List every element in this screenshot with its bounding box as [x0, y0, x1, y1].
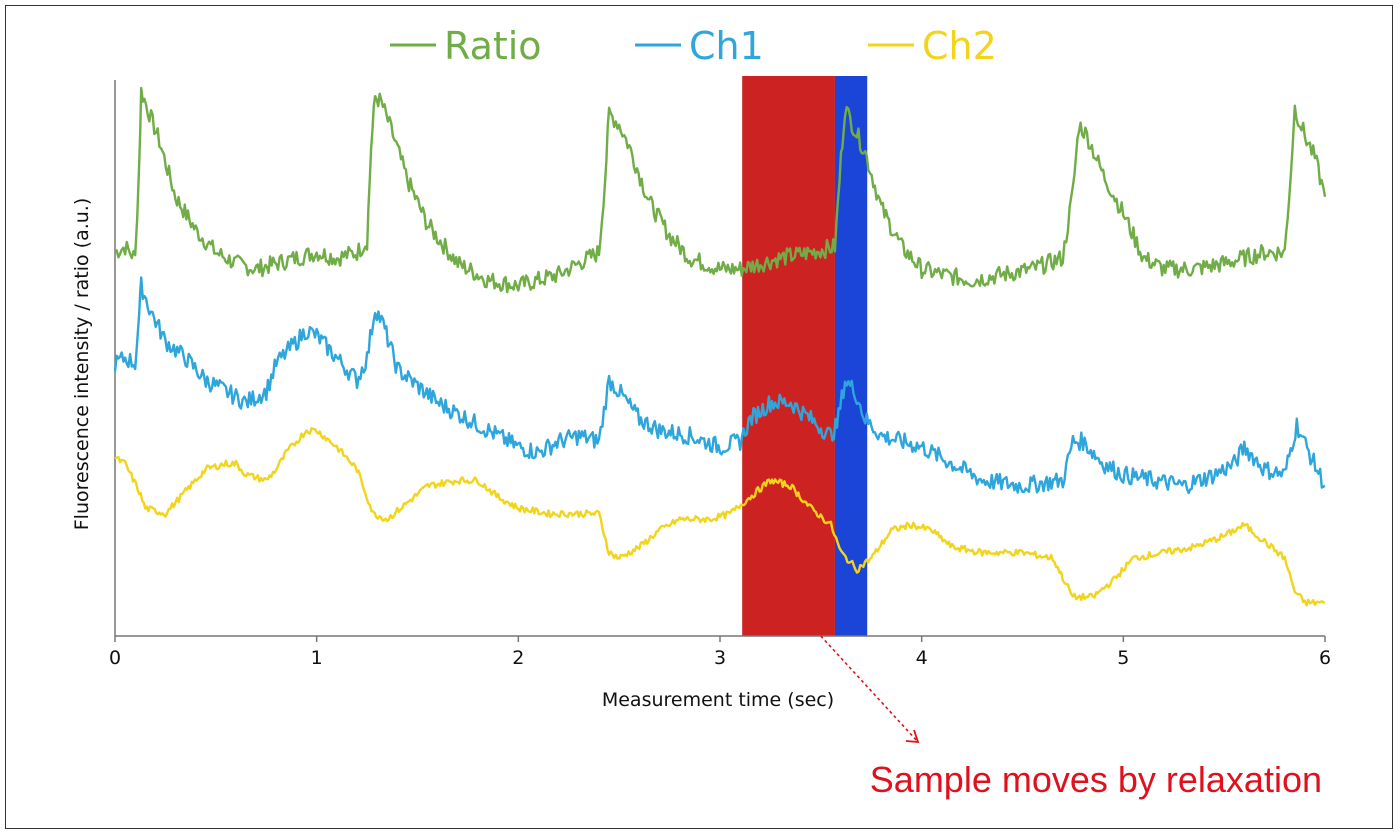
axes	[114, 80, 1325, 637]
x-tick-label: 4	[916, 647, 928, 669]
annotation: Sample moves by relaxation	[820, 635, 1322, 800]
series-lines	[113, 86, 1327, 607]
legend-label-ratio: Ratio	[444, 24, 542, 68]
annotation-arrow	[820, 635, 919, 743]
legend-label-ch2: Ch2	[922, 24, 997, 68]
x-tick-label: 5	[1117, 647, 1129, 669]
legend-label-ch1: Ch1	[689, 24, 764, 68]
highlight-band-0	[742, 76, 835, 636]
legend: Ratio Ch1 Ch2	[390, 24, 997, 68]
series-line-ch2	[114, 427, 1326, 607]
x-ticks: 0 1 2 3 4 5 6	[109, 636, 1331, 669]
annotation-arrowhead	[905, 729, 920, 744]
x-tick-label: 6	[1319, 647, 1331, 669]
series-line-ratio	[114, 86, 1327, 294]
x-tick-label: 0	[109, 647, 121, 669]
x-axis-label: Measurement time (sec)	[602, 689, 834, 711]
annotation-text: Sample moves by relaxation	[870, 759, 1322, 800]
x-tick-label: 2	[512, 647, 524, 669]
x-tick-label: 1	[311, 647, 323, 669]
highlight-bands	[742, 76, 868, 636]
chart-frame	[5, 5, 1393, 829]
y-axis-label: Fluorescence intensity / ratio (a.u.)	[71, 198, 93, 531]
series-line-ch1	[113, 276, 1326, 495]
x-tick-label: 3	[714, 647, 726, 669]
